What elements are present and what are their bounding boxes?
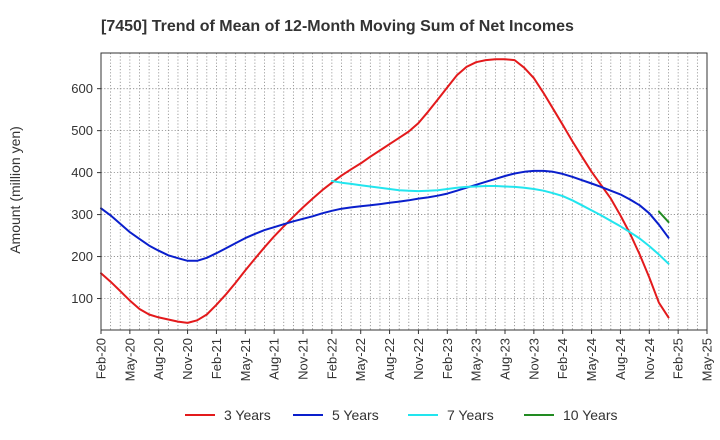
x-tick-label: Feb-22 — [324, 338, 339, 379]
y-axis-ticks: 100 200 300 400 500 600 — [71, 81, 101, 306]
chart-title: [7450] Trend of Mean of 12-Month Moving … — [101, 18, 574, 35]
axes — [100, 52, 708, 331]
y-axis-label: Amount (million yen) — [7, 126, 23, 254]
y-tick-label: 100 — [71, 291, 93, 306]
legend-item-3-years: 3 Years — [185, 407, 271, 423]
x-tick-label: May-24 — [584, 338, 599, 381]
y-tick-label: 600 — [71, 81, 93, 96]
y-tick-label: 400 — [71, 165, 93, 180]
series-line-5-years — [100, 169, 670, 262]
series-layer — [100, 58, 670, 324]
x-tick-label: Aug-22 — [382, 338, 397, 380]
plot-area — [101, 53, 707, 330]
x-tick-label: Feb-21 — [209, 338, 224, 379]
x-axis-ticks: Feb-20 May-20 Aug-20 Nov-20 Feb-21 May-21 Aug-… — [94, 330, 715, 381]
y-tick-label: 500 — [71, 123, 93, 138]
x-tick-label: Aug-21 — [267, 338, 282, 380]
legend-label: 5 Years — [332, 407, 379, 423]
x-tick-label: Nov-20 — [180, 338, 195, 380]
x-tick-label: Feb-25 — [671, 338, 686, 379]
x-tick-label: May-22 — [353, 338, 368, 381]
legend-label: 3 Years — [224, 407, 271, 423]
legend-item-10-years: 10 Years — [524, 407, 618, 423]
x-tick-label: Nov-23 — [526, 338, 541, 380]
legend-label: 7 Years — [447, 407, 494, 423]
x-tick-label: May-21 — [238, 338, 253, 381]
series-line-7-years — [330, 180, 670, 265]
x-tick-label: Aug-24 — [613, 338, 628, 380]
x-tick-label: Feb-23 — [440, 338, 455, 379]
series-line-10-years — [657, 210, 670, 224]
x-tick-label: Feb-24 — [555, 338, 570, 379]
x-tick-label: Aug-23 — [498, 338, 513, 380]
y-tick-label: 300 — [71, 207, 93, 222]
x-tick-label: May-20 — [122, 338, 137, 381]
plot-background — [101, 53, 707, 330]
legend-item-5-years: 5 Years — [293, 407, 379, 423]
x-tick-label: Nov-22 — [411, 338, 426, 380]
series-line-3-years — [100, 58, 670, 324]
plot-frame — [100, 52, 708, 331]
x-tick-label: Nov-21 — [296, 338, 311, 380]
legend-label: 10 Years — [563, 407, 618, 423]
legend: 3 Years 5 Years 7 Years 10 Years — [185, 407, 618, 423]
grid-lines — [101, 53, 707, 330]
y-tick-label: 200 — [71, 249, 93, 264]
x-tick-label: May-25 — [700, 338, 715, 381]
x-tick-label: Nov-24 — [642, 338, 657, 380]
x-tick-label: May-23 — [469, 338, 484, 381]
x-tick-label: Feb-20 — [94, 338, 109, 379]
x-tick-label: Aug-20 — [151, 338, 166, 380]
legend-item-7-years: 7 Years — [408, 407, 494, 423]
